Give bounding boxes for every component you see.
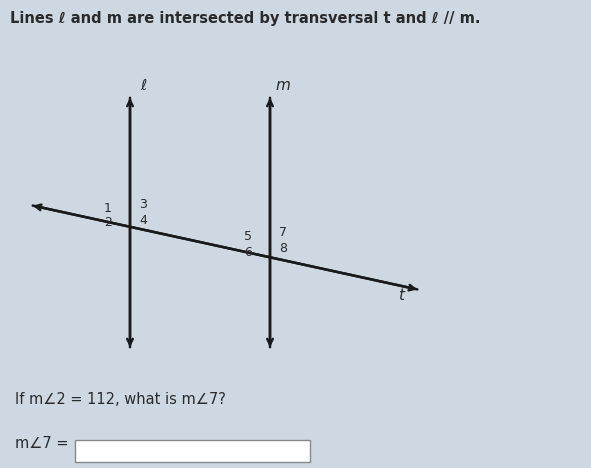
Text: 3: 3 (139, 198, 147, 212)
Text: 4: 4 (139, 213, 147, 227)
Text: 8: 8 (279, 242, 287, 256)
Text: m: m (275, 78, 290, 93)
Text: m∠7 =: m∠7 = (15, 436, 69, 451)
Text: 2: 2 (104, 217, 112, 229)
Text: 1: 1 (104, 202, 112, 214)
Text: 6: 6 (244, 246, 252, 258)
Text: If m∠2 = 112, what is m∠7?: If m∠2 = 112, what is m∠7? (15, 393, 226, 408)
Text: 5: 5 (244, 229, 252, 242)
Text: 7: 7 (279, 227, 287, 240)
Bar (75, 440, 310, 462)
Text: t: t (398, 287, 404, 302)
Text: ℓ: ℓ (140, 78, 146, 93)
Text: Lines ℓ and m are intersected by transversal t and ℓ // m.: Lines ℓ and m are intersected by transve… (10, 10, 480, 25)
